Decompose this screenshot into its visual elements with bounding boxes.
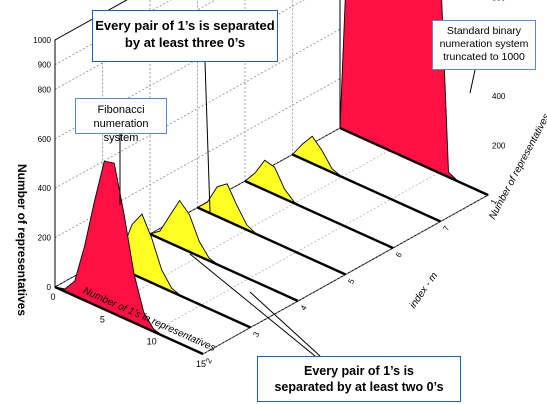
callout-pointer (204, 61, 211, 213)
row-tick: 7 (441, 224, 451, 233)
row-tick: 1 (489, 197, 499, 206)
z-tick-left: 800 (38, 85, 52, 94)
z-tick-left: 1000 (33, 36, 51, 45)
row-tick: 3 (251, 330, 261, 339)
z-tick-right: 800 (492, 0, 506, 2)
callout-standard-line2: numeration system (439, 38, 529, 50)
z-axis-title: Number of representatives (15, 164, 29, 316)
series-baseline-m4 (149, 232, 299, 303)
callout-fibonacci: Fibonacci numeration system (75, 98, 167, 144)
callout-fibonacci-line2: numeration system (93, 118, 149, 144)
series-baseline-m7 (292, 153, 441, 223)
wall-outline (54, 0, 341, 287)
series-area-m5 (196, 183, 346, 275)
z-tick-right: 200 (492, 142, 506, 151)
callout-pointer (469, 69, 476, 94)
row-axis-title: index - m (408, 271, 441, 311)
z-tick-left: 400 (38, 184, 52, 193)
callout-fibonacci-line1: Fibonacci (97, 104, 145, 116)
x-tick: 5 (100, 314, 105, 324)
callout-standard-line3: truncated to 1000 (443, 51, 525, 63)
row-tick: 5 (346, 277, 356, 286)
series-area-m2 (54, 160, 204, 355)
series-baseline-m2 (54, 285, 204, 356)
callout-three-zeros-line1: Every pair of 1’s is separated (95, 18, 275, 33)
z-axis-title-right: Number of representatives (487, 112, 547, 221)
z-tick-left: 0 (47, 283, 52, 292)
callout-two-zeros: Every pair of 1’s is separated by at lea… (257, 356, 461, 402)
callout-pointer (249, 291, 321, 357)
callout-standard-binary: Standard binary numeration system trunca… (432, 20, 536, 70)
row-tick: 6 (394, 250, 404, 259)
callout-two-zeros-line2: separated by at least two 0’s (274, 380, 444, 394)
series-baseline-m5 (197, 206, 346, 276)
callout-three-zeros: Every pair of 1’s is separated by at lea… (92, 10, 278, 62)
callout-pointer (189, 253, 316, 357)
series-baseline-m6 (244, 179, 394, 250)
z-tick-right: 400 (492, 92, 506, 101)
z-tick-left: 600 (38, 135, 52, 144)
z-tick-left: 900 (38, 61, 52, 70)
chart-series (54, 0, 489, 356)
series-baseline-m1 (339, 126, 489, 197)
callout-standard-line1: Standard binary (446, 25, 522, 37)
x-tick: 15 (196, 359, 206, 369)
x-tick: 0 (50, 292, 55, 302)
row-tick: 2 (204, 356, 214, 365)
row-tick: 4 (299, 303, 309, 312)
callout-three-zeros-line2: by at least three 0’s (124, 35, 246, 50)
series-area-m6 (244, 159, 394, 249)
x-tick: 10 (147, 337, 157, 347)
z-tick-left: 200 (38, 234, 52, 243)
callout-two-zeros-line1: Every pair of 1’s is (303, 364, 414, 378)
